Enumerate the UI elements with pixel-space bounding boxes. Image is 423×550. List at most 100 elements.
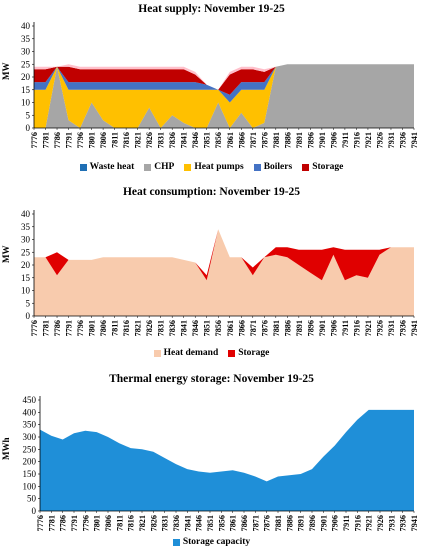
- x-tick-label: 7781: [42, 320, 51, 336]
- x-tick-label: 7921: [364, 320, 373, 336]
- x-tick-label: 7916: [353, 515, 362, 531]
- x-tick-label: 7896: [308, 515, 317, 531]
- y-tick-label: 40: [21, 209, 31, 219]
- x-tick-label: 7881: [272, 320, 281, 336]
- legend-item-waste-heat: Waste heat: [79, 162, 135, 172]
- legend: Heat demand Storage: [0, 348, 423, 358]
- legend-swatch: [253, 163, 261, 171]
- x-tick-label: 7876: [260, 320, 269, 336]
- y-tick-label: 10: [21, 98, 31, 108]
- x-tick-label: 7891: [295, 320, 304, 336]
- x-tick-label: 7806: [99, 320, 108, 336]
- x-tick-label: 7821: [134, 132, 143, 148]
- legend-item-heat-pumps: Heat pumps: [184, 162, 244, 172]
- x-tick-label: 7866: [237, 320, 246, 336]
- x-tick-label: 7811: [115, 515, 124, 531]
- chart-title: Thermal energy storage: November 19-25: [109, 373, 314, 385]
- x-tick-label: 7931: [387, 132, 396, 148]
- y-tick-label: 350: [23, 420, 37, 430]
- legend-label: Boilers: [263, 162, 293, 172]
- x-tick-label: 7816: [122, 132, 131, 148]
- x-tick-label: 7791: [70, 515, 79, 531]
- y-tick-label: 5: [26, 298, 31, 308]
- x-tick-label: 7776: [36, 515, 45, 531]
- legend-label: CHP: [154, 162, 175, 172]
- legend-swatch: [153, 349, 161, 357]
- x-tick-label: 7881: [274, 515, 283, 531]
- x-tick-label: 7811: [111, 132, 120, 148]
- x-tick-label: 7866: [240, 515, 249, 531]
- y-tick-label: 200: [23, 457, 37, 467]
- x-tick-label: 7871: [249, 132, 258, 148]
- x-tick-label: 7851: [203, 320, 212, 336]
- x-tick-label: 7791: [65, 132, 74, 148]
- series-area-storage: [34, 229, 414, 281]
- x-tick-label: 7801: [93, 515, 102, 531]
- y-tick-label: 35: [21, 222, 31, 232]
- legend-label: Waste heat: [89, 162, 135, 172]
- x-tick-label: 7811: [111, 320, 120, 336]
- y-tick-label: 400: [23, 407, 37, 417]
- y-tick-label: 30: [21, 235, 31, 245]
- y-tick-label: 100: [23, 481, 37, 491]
- x-tick-label: 7941: [410, 132, 419, 148]
- y-tick-label: 25: [21, 247, 31, 257]
- series-area-band: [34, 64, 414, 90]
- x-tick-label: 7816: [127, 515, 136, 531]
- x-tick-label: 7861: [226, 132, 235, 148]
- x-tick-label: 7856: [214, 320, 223, 336]
- x-tick-label: 7801: [88, 132, 97, 148]
- x-tick-label: 7821: [138, 515, 147, 531]
- x-tick-label: 7876: [263, 515, 272, 531]
- chart-title: Heat consumption: November 19-25: [122, 186, 301, 198]
- legend-swatch: [302, 163, 310, 171]
- legend: Waste heat CHP Heat pumps Boilers Storage: [0, 162, 423, 172]
- x-tick-label: 7906: [329, 132, 338, 148]
- legend-item-storage-capacity: Storage capacity: [172, 537, 251, 547]
- x-tick-label: 7851: [203, 132, 212, 148]
- x-tick-label: 7936: [398, 132, 407, 148]
- y-tick-label: 25: [21, 59, 31, 69]
- legend-item-boilers: Boilers: [253, 162, 293, 172]
- x-tick-label: 7796: [81, 515, 90, 531]
- x-tick-label: 7896: [306, 132, 315, 148]
- x-tick-label: 7846: [195, 515, 204, 531]
- x-tick-label: 7826: [149, 515, 158, 531]
- y-tick-label: 0: [26, 123, 31, 133]
- x-tick-label: 7911: [341, 132, 350, 148]
- x-tick-label: 7891: [297, 515, 306, 531]
- x-tick-label: 7826: [145, 320, 154, 336]
- x-tick-label: 7856: [214, 132, 223, 148]
- x-tick-label: 7796: [76, 320, 85, 336]
- chart-title: Heat supply: November 19-25: [138, 3, 285, 15]
- x-tick-label: 7911: [341, 320, 350, 336]
- y-tick-label: 20: [21, 72, 31, 82]
- x-tick-label: 7786: [59, 515, 68, 531]
- x-tick-label: 7906: [331, 515, 340, 531]
- legend-swatch: [184, 163, 192, 171]
- legend-swatch: [228, 349, 236, 357]
- plot-area: 0 5 10 15 20 25 30 35 40 7776 7781 7786 7791 7796 7801…: [21, 209, 419, 336]
- x-tick-label: 7831: [157, 132, 166, 148]
- x-tick-label: 7896: [306, 320, 315, 336]
- y-tick-label: 35: [21, 34, 31, 44]
- series-area-chp: [34, 64, 414, 128]
- x-tick-label: 7916: [352, 132, 361, 148]
- y-tick-label: 15: [21, 273, 31, 283]
- x-tick-label: 7781: [42, 132, 51, 148]
- y-tick-label: 250: [23, 444, 37, 454]
- x-tick-label: 7836: [172, 515, 181, 531]
- legend-label: Heat demand: [163, 348, 219, 358]
- legend-label: Storage: [238, 348, 270, 358]
- x-tick-label: 7871: [249, 320, 258, 336]
- x-tick-label: 7851: [206, 515, 215, 531]
- x-tick-label: 7866: [237, 132, 246, 148]
- legend-label: Storage: [312, 162, 344, 172]
- legend-item-chp: CHP: [144, 162, 174, 172]
- x-tick-label: 7786: [53, 132, 62, 148]
- x-tick-label: 7926: [376, 515, 385, 531]
- y-tick-label: 300: [23, 432, 37, 442]
- legend-label: Storage capacity: [182, 537, 251, 547]
- thermal-storage-chart: Thermal energy storage: November 19-25 M…: [0, 370, 423, 550]
- x-tick-label: 7941: [410, 515, 419, 531]
